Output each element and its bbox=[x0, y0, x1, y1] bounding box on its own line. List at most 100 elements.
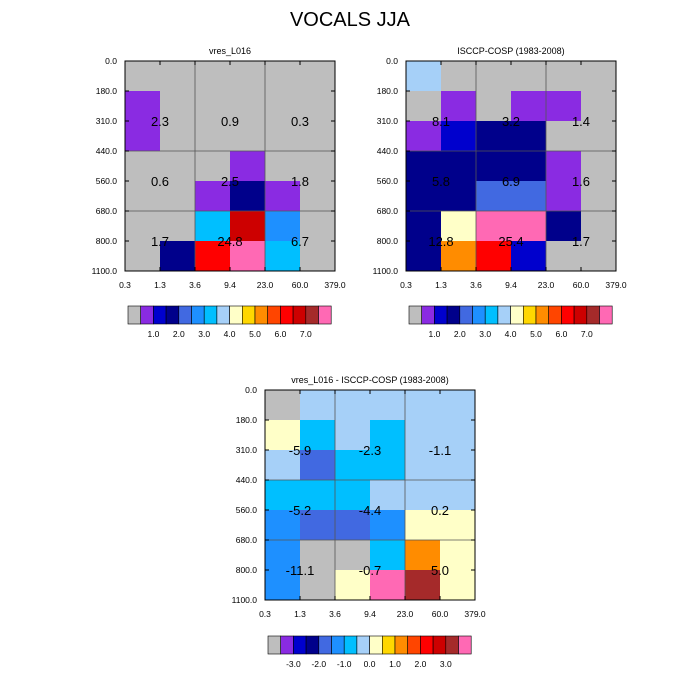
y-tick-label: 310.0 bbox=[96, 116, 118, 126]
heatmap-cell bbox=[265, 480, 301, 511]
heatmap-cell bbox=[370, 390, 406, 421]
heatmap-cell bbox=[581, 61, 617, 92]
y-tick-label: 560.0 bbox=[236, 505, 258, 515]
heatmap-cell bbox=[335, 510, 371, 541]
heatmap-cell bbox=[230, 61, 266, 92]
colorbar-box bbox=[280, 305, 294, 325]
heatmap-cell bbox=[265, 390, 301, 421]
colorbar-box bbox=[305, 305, 319, 325]
heatmap-cell bbox=[511, 151, 547, 182]
cell-value-label: 2.5 bbox=[221, 174, 239, 189]
cell-value-label: 1.4 bbox=[572, 114, 590, 129]
x-tick-label: 23.0 bbox=[257, 280, 274, 290]
heatmap-cell bbox=[476, 151, 512, 182]
heatmap-cell bbox=[405, 390, 441, 421]
y-tick-label: 440.0 bbox=[377, 146, 399, 156]
heatmap-cell bbox=[335, 570, 371, 601]
heatmap-cell bbox=[440, 390, 476, 421]
colorbar-box bbox=[229, 305, 243, 325]
cell-value-label: 0.2 bbox=[431, 503, 449, 518]
cell-value-label: 24.8 bbox=[217, 234, 242, 249]
x-tick-label: 60.0 bbox=[292, 280, 309, 290]
heatmap-cell bbox=[441, 241, 477, 272]
heatmap-panel-2: ISCCP-COSP (1983-2008) 0.3 1.3 3.6 9.4 23.0 60… bbox=[373, 46, 627, 339]
cell-value-label: -1.1 bbox=[429, 443, 451, 458]
heatmap-cell bbox=[440, 480, 476, 511]
heatmap-cell bbox=[476, 211, 512, 242]
heatmap-cell bbox=[195, 181, 231, 212]
heatmap-cell bbox=[406, 241, 442, 272]
colorbar-box bbox=[356, 635, 370, 655]
x-tick-label: 23.0 bbox=[397, 609, 414, 619]
heatmap-cell bbox=[546, 121, 582, 152]
heatmap-cell bbox=[160, 181, 196, 212]
heatmap-cell bbox=[300, 570, 336, 601]
heatmap-cell bbox=[335, 540, 371, 571]
heatmap-cell bbox=[195, 91, 231, 122]
colorbar-label: 2.0 bbox=[454, 329, 466, 339]
cell-value-label: 0.6 bbox=[151, 174, 169, 189]
heatmap-cell bbox=[476, 241, 512, 272]
colorbar-box bbox=[459, 305, 473, 325]
heatmap-cell bbox=[160, 211, 196, 242]
heatmap-cell bbox=[265, 540, 301, 571]
y-tick-label: 680.0 bbox=[236, 535, 258, 545]
y-tick-label: 800.0 bbox=[377, 236, 399, 246]
heatmap-cell bbox=[300, 151, 336, 182]
y-tick-label: 0.0 bbox=[386, 56, 398, 66]
colorbar-box bbox=[305, 635, 320, 655]
cell-value-label: 5.0 bbox=[431, 563, 449, 578]
heatmap-cell bbox=[476, 91, 512, 122]
colorbar-box bbox=[445, 635, 459, 655]
colorbar-box bbox=[254, 305, 268, 325]
heatmap-cell bbox=[160, 241, 196, 272]
heatmap-cell bbox=[300, 211, 336, 242]
heatmap-cell bbox=[581, 91, 617, 122]
heatmap-cell bbox=[265, 450, 301, 481]
cell-value-label: -5.9 bbox=[289, 443, 311, 458]
colorbar-box bbox=[432, 635, 447, 655]
heatmap-cell bbox=[546, 181, 582, 212]
heatmap-cell bbox=[300, 241, 336, 272]
x-tick-label: 1.3 bbox=[154, 280, 166, 290]
heatmap-cell bbox=[195, 121, 231, 152]
heatmap-cell bbox=[125, 61, 161, 92]
colorbar-box bbox=[561, 305, 575, 325]
colorbar-box bbox=[242, 305, 256, 325]
heatmap-cell bbox=[335, 420, 371, 451]
heatmap-cell bbox=[476, 61, 512, 92]
heatmap-cell bbox=[230, 151, 266, 182]
heatmap-cell bbox=[581, 151, 617, 182]
heatmap-cell bbox=[441, 151, 477, 182]
cell-value-label: -4.4 bbox=[359, 503, 381, 518]
heatmap-cell bbox=[511, 121, 547, 152]
heatmap-cell bbox=[511, 61, 547, 92]
heatmap-cell bbox=[511, 241, 547, 272]
heatmap-cell bbox=[265, 570, 301, 601]
heatmap-cell bbox=[195, 211, 231, 242]
heatmap-cell bbox=[581, 181, 617, 212]
colorbar-label: 0.0 bbox=[364, 659, 376, 669]
heatmap-cell bbox=[406, 91, 442, 122]
heatmap-cell bbox=[230, 211, 266, 242]
cell-value-label: 0.9 bbox=[221, 114, 239, 129]
heatmap-cell bbox=[441, 211, 477, 242]
heatmap-cell bbox=[265, 151, 301, 182]
y-tick-label: 800.0 bbox=[236, 565, 258, 575]
colorbar-box bbox=[369, 635, 383, 655]
y-tick-label: 800.0 bbox=[96, 236, 118, 246]
heatmap-cell bbox=[441, 91, 477, 122]
cell-value-label: 1.7 bbox=[151, 234, 169, 249]
colorbar-label: -1.0 bbox=[337, 659, 352, 669]
colorbar-box bbox=[178, 305, 192, 325]
heatmap-cell bbox=[511, 211, 547, 242]
x-tick-label: 9.4 bbox=[505, 280, 517, 290]
cell-value-label: 2.3 bbox=[151, 114, 169, 129]
y-tick-label: 310.0 bbox=[377, 116, 399, 126]
heatmap-cell bbox=[476, 121, 512, 152]
colorbar-box bbox=[331, 635, 345, 655]
cell-value-label: 25.4 bbox=[498, 234, 523, 249]
heatmap-cell bbox=[335, 450, 371, 481]
colorbar-box bbox=[573, 305, 588, 325]
heatmap-cell bbox=[265, 241, 301, 272]
